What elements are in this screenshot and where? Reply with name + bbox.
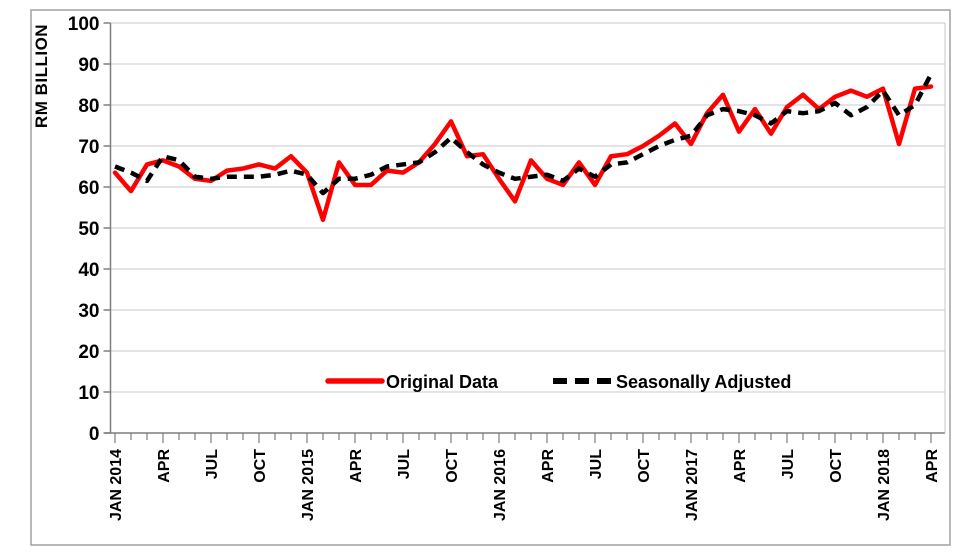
y-axis-tick-labels: 0 10 20 30 40 50 60 70 80 90 100 bbox=[68, 14, 100, 445]
x-tick-label-jul: JUL bbox=[588, 449, 605, 479]
series-line-seasonally-adjusted bbox=[114, 73, 933, 196]
x-axis-tick-labels: JAN 2014 APR JUL OCT JAN 2015 APR JUL OCT JAN 20… bbox=[108, 449, 941, 521]
legend: Original Data Seasonally Adjusted bbox=[325, 372, 791, 392]
axes bbox=[103, 22, 946, 443]
x-tick-label-jul: JUL bbox=[780, 449, 797, 479]
x-tick-label-jul: JUL bbox=[396, 449, 413, 479]
x-tick-label-oct: OCT bbox=[828, 449, 845, 483]
y-tick-label-70: 70 bbox=[78, 137, 99, 158]
y-tick-label-100: 100 bbox=[68, 14, 100, 35]
x-tick-label-apr: APR bbox=[924, 449, 941, 483]
x-tick-label-apr: APR bbox=[156, 449, 173, 483]
y-tick-label-90: 90 bbox=[78, 55, 99, 76]
x-tick-label-jul: JUL bbox=[204, 449, 221, 479]
y-tick-label-40: 40 bbox=[78, 260, 99, 281]
x-tick-label-oct: OCT bbox=[636, 449, 653, 483]
x-tick-label-apr: APR bbox=[732, 449, 749, 483]
legend-label-seasonally-adjusted: Seasonally Adjusted bbox=[616, 372, 791, 392]
x-tick-label-oct: OCT bbox=[252, 449, 269, 483]
x-tick-label-apr: APR bbox=[348, 449, 365, 483]
y-tick-label-20: 20 bbox=[78, 342, 99, 363]
legend-label-original-data: Original Data bbox=[386, 372, 499, 392]
x-tick-label-jan-2017: JAN 2017 bbox=[684, 449, 701, 521]
chart-frame bbox=[30, 9, 951, 546]
data-series bbox=[112, 73, 934, 223]
x-tick-label-jan-2014: JAN 2014 bbox=[108, 449, 125, 521]
y-tick-label-60: 60 bbox=[78, 178, 99, 199]
y-tick-label-30: 30 bbox=[78, 301, 99, 322]
x-tick-label-jan-2016: JAN 2016 bbox=[492, 449, 509, 521]
y-axis-title: RM BILLION bbox=[32, 24, 51, 128]
y-tick-label-50: 50 bbox=[78, 219, 99, 240]
x-tick-label-oct: OCT bbox=[444, 449, 461, 483]
y-tick-label-80: 80 bbox=[78, 96, 99, 117]
y-tick-label-10: 10 bbox=[78, 383, 99, 404]
series-line-original-data bbox=[112, 84, 934, 223]
x-tick-label-jan-2015: JAN 2015 bbox=[300, 449, 317, 521]
y-tick-label-0: 0 bbox=[89, 424, 100, 445]
x-tick-label-apr: APR bbox=[540, 449, 557, 483]
gridlines bbox=[110, 22, 945, 393]
x-tick-label-jan-2018: JAN 2018 bbox=[876, 449, 893, 521]
